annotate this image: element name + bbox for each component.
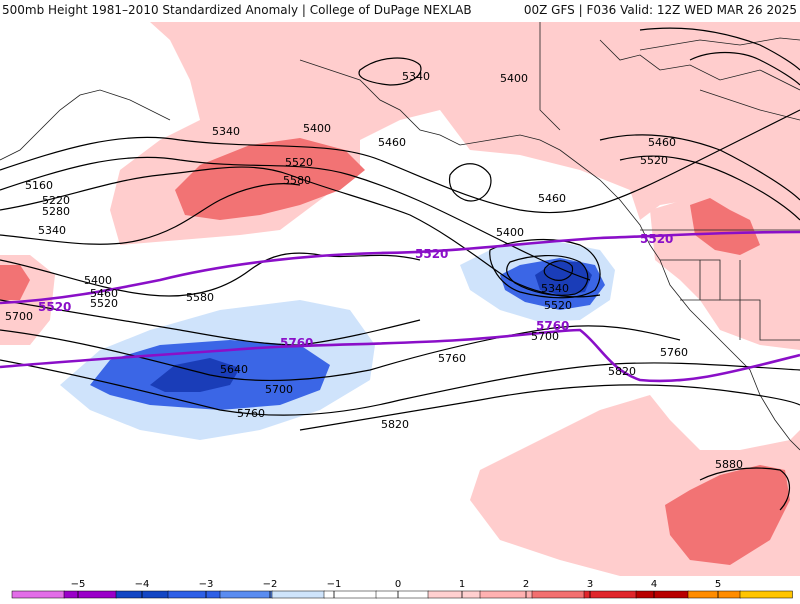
purple-contour-label: 5760 bbox=[280, 336, 313, 350]
positive-anomaly-strong bbox=[0, 138, 790, 565]
colorbar-tick-label: 5 bbox=[715, 579, 721, 590]
contour-label: 5640 bbox=[220, 363, 248, 376]
colorbar: −5 −4 −3 −2 −1 0 1 2 3 4 5 bbox=[0, 576, 800, 600]
colorbar-tick-label: 0 bbox=[395, 579, 401, 590]
colorbar-tick-label: 3 bbox=[587, 579, 593, 590]
contour-label: 5580 bbox=[186, 291, 214, 304]
colorbar-segment bbox=[739, 590, 793, 599]
purple-contour-label: 5520 bbox=[640, 232, 673, 246]
colorbar-tick-label: −3 bbox=[199, 579, 214, 590]
colorbar-segment bbox=[167, 590, 221, 599]
contour-label: 5760 bbox=[438, 352, 466, 365]
colorbar-segment bbox=[271, 590, 325, 599]
colorbar-tick-label: 2 bbox=[523, 579, 529, 590]
colorbar-tick-label: −5 bbox=[71, 579, 86, 590]
colorbar-segment bbox=[323, 590, 377, 599]
purple-contour-label: 5520 bbox=[38, 300, 71, 314]
colorbar-segment bbox=[63, 590, 117, 599]
contour-label: 5160 bbox=[25, 179, 53, 192]
contour-label: 5700 bbox=[265, 383, 293, 396]
contour-label: 5220 bbox=[42, 194, 70, 207]
contour-label: 5520 bbox=[640, 154, 668, 167]
contour-label: 5340 bbox=[402, 70, 430, 83]
contour-label: 5400 bbox=[496, 226, 524, 239]
highlight-contours bbox=[0, 230, 800, 383]
colorbar-tick-label: 1 bbox=[459, 579, 465, 590]
colorbar-tick-labels: −5 −4 −3 −2 −1 0 1 2 3 4 5 bbox=[71, 579, 722, 590]
purple-contour-label: 5760 bbox=[536, 319, 569, 333]
contour-label: 5460 bbox=[378, 136, 406, 149]
contour-label: 5820 bbox=[608, 365, 636, 378]
colorbar-ticks bbox=[77, 591, 719, 598]
contour-label: 5280 bbox=[42, 205, 70, 218]
colorbar-segment bbox=[635, 590, 689, 599]
colorbar-segment bbox=[375, 590, 429, 599]
contour-label: 5760 bbox=[660, 346, 688, 359]
contour-label: 5520 bbox=[90, 297, 118, 310]
map-title: 500mb Height 1981–2010 Standardized Anom… bbox=[2, 3, 472, 17]
contour-label: 5520 bbox=[544, 299, 572, 312]
negative-anomaly-strong bbox=[150, 262, 592, 392]
run-info: 00Z GFS | F036 Valid: 12Z WED MAR 26 202… bbox=[523, 3, 797, 17]
colorbar-tick-label: −1 bbox=[327, 579, 342, 590]
colorbar-svg: −5 −4 −3 −2 −1 0 1 2 3 4 5 bbox=[11, 579, 793, 599]
colorbar-segment bbox=[219, 590, 273, 599]
contour-label: 5400 bbox=[303, 122, 331, 135]
contour-label: 5460 bbox=[648, 136, 676, 149]
colorbar-tick-label: −2 bbox=[263, 579, 278, 590]
colorbar-segment bbox=[427, 590, 481, 599]
contour-label: 5400 bbox=[84, 274, 112, 287]
colorbar-tick-label: 4 bbox=[651, 579, 657, 590]
contour-label: 5460 bbox=[90, 287, 118, 300]
anomaly-map: 5340 5400 5340 5400 5460 5520 5580 5160 … bbox=[0, 22, 800, 576]
contour-label: 5880 bbox=[715, 458, 743, 471]
colorbar-segment bbox=[479, 590, 533, 599]
highlight-contour-labels: 5520 5520 5520 5760 5760 bbox=[38, 232, 673, 350]
contour-label: 5760 bbox=[237, 407, 265, 420]
contour-label: 5580 bbox=[283, 174, 311, 187]
contour-label: 5340 bbox=[541, 282, 569, 295]
contour-label: 5340 bbox=[38, 224, 66, 237]
contour-labels: 5340 5400 5340 5400 5460 5520 5580 5160 … bbox=[5, 70, 743, 471]
coastlines bbox=[0, 22, 800, 451]
colorbar-segment bbox=[531, 590, 585, 599]
colorbar-segment bbox=[11, 590, 65, 599]
contour-label: 5400 bbox=[500, 72, 528, 85]
contour-label: 5700 bbox=[531, 330, 559, 343]
contour-label: 5460 bbox=[538, 192, 566, 205]
colorbar-segment bbox=[687, 590, 741, 599]
contour-label: 5820 bbox=[381, 418, 409, 431]
header: 500mb Height 1981–2010 Standardized Anom… bbox=[0, 0, 800, 22]
contour-label: 5340 bbox=[212, 125, 240, 138]
contour-label: 5700 bbox=[5, 310, 33, 323]
purple-contour-label: 5520 bbox=[415, 247, 448, 261]
contour-label: 5520 bbox=[285, 156, 313, 169]
colorbar-tick-label: −4 bbox=[135, 579, 150, 590]
colorbar-segments bbox=[11, 590, 793, 599]
colorbar-segment bbox=[583, 590, 637, 599]
